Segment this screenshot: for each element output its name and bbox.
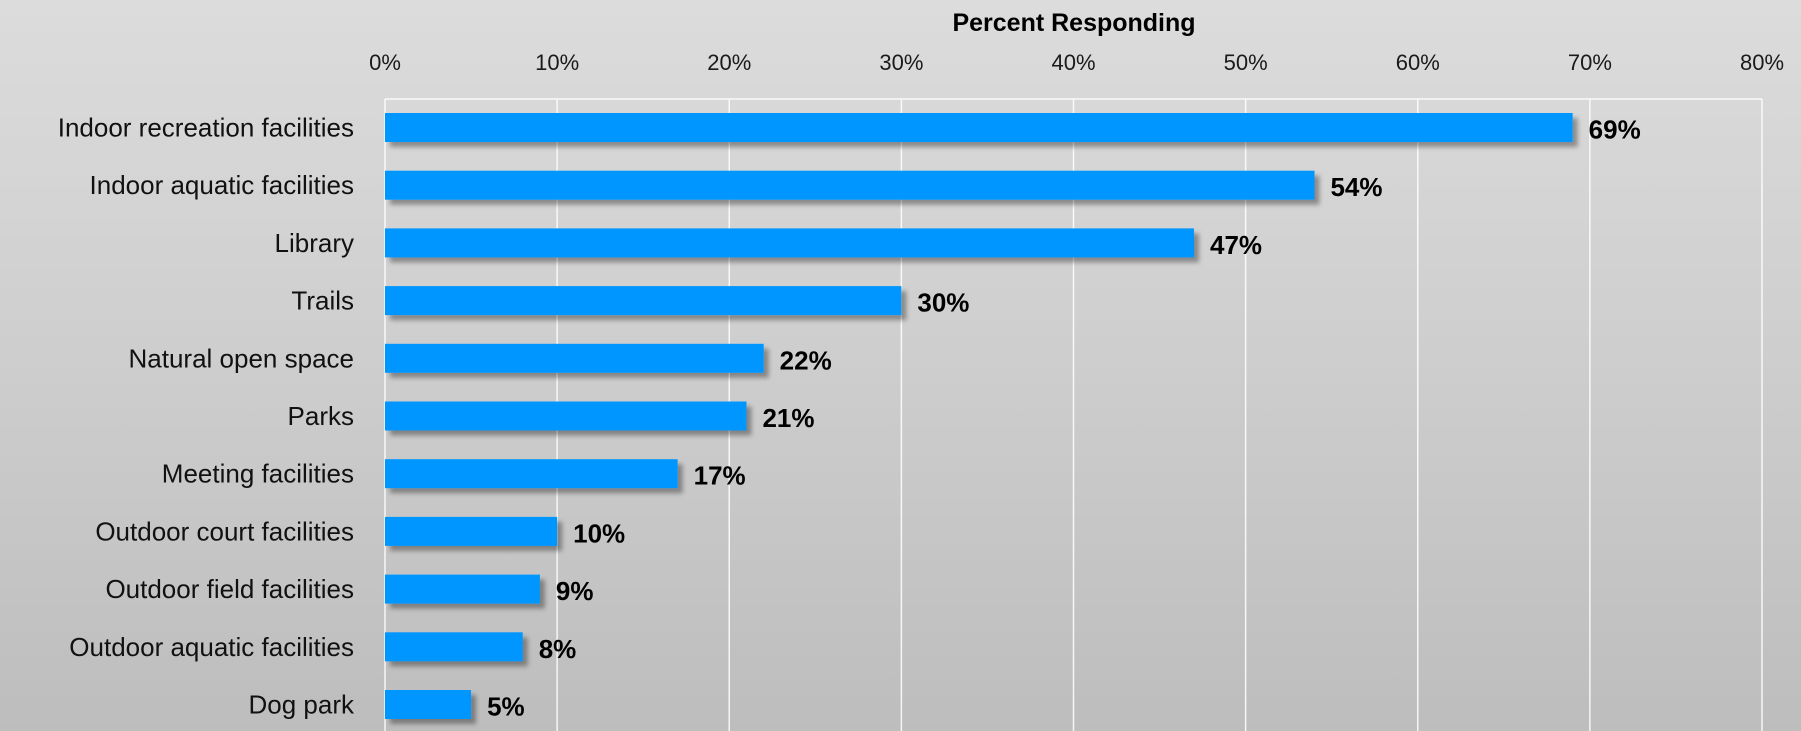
- category-label: Library: [275, 228, 354, 258]
- category-label: Trails: [291, 286, 354, 316]
- data-label: 9%: [556, 576, 594, 606]
- x-tick-label: 70%: [1568, 50, 1612, 75]
- bar: [385, 516, 558, 546]
- x-tick-label: 0%: [369, 50, 401, 75]
- x-axis-ticks: 0% 10% 20% 30% 40% 50% 60% 70% 80%: [369, 50, 1784, 75]
- bar: [385, 690, 472, 719]
- category-label: Outdoor court facilities: [95, 516, 354, 546]
- bar: [385, 113, 1573, 142]
- data-labels: 69% 54% 47% 30% 22% 21% 17% 10% 9% 8% 5%: [487, 115, 1641, 722]
- data-label: 69%: [1589, 115, 1641, 145]
- category-label: Outdoor field facilities: [105, 574, 354, 604]
- x-tick-label: 20%: [707, 50, 751, 75]
- data-label: 17%: [694, 461, 746, 491]
- data-label: 8%: [539, 634, 577, 664]
- x-tick-label: 40%: [1051, 50, 1095, 75]
- data-label: 21%: [762, 403, 814, 433]
- bar: [385, 459, 678, 489]
- bar: [385, 286, 902, 316]
- bar: [385, 170, 1315, 200]
- data-label: 5%: [487, 692, 525, 722]
- x-axis-title: Percent Responding: [952, 9, 1195, 37]
- x-tick-label: 50%: [1224, 50, 1268, 75]
- x-tick-label: 80%: [1740, 50, 1784, 75]
- bar: [385, 228, 1194, 258]
- category-label: Meeting facilities: [162, 459, 354, 489]
- x-tick-label: 10%: [535, 50, 579, 75]
- data-label: 22%: [780, 345, 832, 375]
- bar: [385, 632, 523, 662]
- bar: [385, 343, 764, 373]
- x-tick-label: 30%: [879, 50, 923, 75]
- data-label: 10%: [573, 518, 625, 548]
- bars: [385, 113, 1573, 719]
- category-label: Dog park: [249, 690, 355, 720]
- category-label: Indoor recreation facilities: [58, 113, 354, 143]
- bar: [385, 574, 540, 604]
- bar: [385, 401, 747, 431]
- x-tick-label: 60%: [1396, 50, 1440, 75]
- gridlines: [384, 98, 1763, 731]
- category-label: Parks: [288, 401, 354, 431]
- category-labels: Indoor recreation facilities Indoor aquat…: [58, 113, 355, 720]
- category-label: Indoor aquatic facilities: [90, 170, 354, 200]
- data-label: 54%: [1330, 172, 1382, 202]
- category-label: Natural open space: [129, 343, 354, 373]
- data-label: 47%: [1210, 230, 1262, 260]
- category-label: Outdoor aquatic facilities: [69, 632, 354, 662]
- data-label: 30%: [917, 288, 969, 318]
